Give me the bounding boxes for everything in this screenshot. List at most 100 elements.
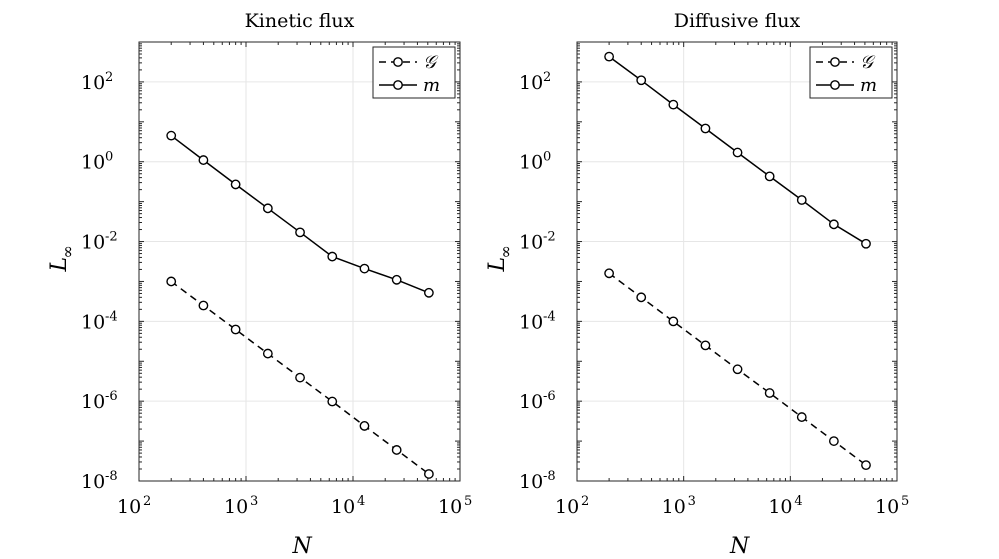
data-point-marker bbox=[423, 287, 434, 298]
data-point-marker bbox=[636, 292, 647, 303]
tick-marks bbox=[576, 42, 897, 482]
y-tick-label-exponent: -6 bbox=[543, 389, 556, 404]
legend-entry: 𝒢 bbox=[379, 52, 439, 73]
series-m bbox=[604, 51, 871, 249]
data-point-marker bbox=[198, 155, 209, 165]
legend-marker-sample bbox=[830, 57, 840, 67]
x-tick-label: 10 4 bbox=[331, 494, 365, 518]
data-point-marker bbox=[764, 171, 775, 182]
y-tick-label-exponent: -4 bbox=[543, 309, 556, 324]
y-axis-label: L ∞ bbox=[485, 245, 515, 272]
chart-panel-diffusive-flux: Diffusive flux L ∞ N 10 2 10 3 10 4 10 510 -810-… bbox=[485, 10, 909, 559]
data-point-marker bbox=[668, 316, 679, 327]
chart-title: Kinetic flux bbox=[245, 10, 355, 32]
legend: 𝒢m bbox=[372, 46, 456, 99]
x-tick-label: 10 2 bbox=[117, 494, 151, 518]
data-point-marker bbox=[636, 75, 647, 86]
y-tick-label-exponent: -6 bbox=[105, 389, 118, 404]
data-point-marker bbox=[230, 179, 241, 190]
y-tick-label-exponent: -2 bbox=[105, 230, 118, 245]
data-point-marker bbox=[732, 147, 743, 158]
data-point-marker bbox=[604, 268, 615, 279]
chart-title: Diffusive flux bbox=[674, 10, 801, 32]
grid bbox=[139, 42, 460, 481]
data-point-marker bbox=[230, 324, 241, 335]
x-tick-label: 10 3 bbox=[224, 494, 258, 518]
data-point-marker bbox=[796, 412, 807, 422]
y-tick-label-base: 10 bbox=[81, 391, 105, 413]
legend-marker-sample bbox=[393, 80, 403, 90]
legend-box bbox=[809, 46, 893, 99]
legend-label: 𝒢 bbox=[860, 52, 876, 73]
y-axis-label-subscript: ∞ bbox=[58, 245, 77, 258]
y-tick-label-base: 10 bbox=[81, 311, 105, 333]
data-point-marker bbox=[327, 396, 338, 407]
x-tick-label: 10 3 bbox=[662, 494, 696, 518]
legend-marker-sample bbox=[830, 80, 840, 90]
y-tick-label: 10 -4 bbox=[519, 309, 556, 333]
x-tick-label-base: 10 bbox=[875, 496, 899, 518]
y-tick-label-exponent: -2 bbox=[543, 230, 556, 245]
data-point-marker bbox=[295, 372, 305, 383]
data-point-marker bbox=[700, 123, 711, 134]
data-point-marker bbox=[295, 227, 305, 238]
x-tick-label-exponent: 3 bbox=[688, 494, 696, 509]
chart-panel-kinetic-flux: Kinetic flux L ∞ N 10 2 10 3 10 4 10 510 -810 -61… bbox=[47, 10, 472, 559]
legend-entry: m bbox=[379, 75, 440, 96]
x-tick-label: 10 2 bbox=[555, 494, 589, 518]
data-point-marker bbox=[764, 388, 775, 398]
y-axis-label-main: L bbox=[485, 257, 510, 273]
y-tick-label-base: 10 bbox=[81, 72, 105, 94]
x-tick-label: 10 5 bbox=[438, 494, 472, 518]
y-tick-label: 10 -6 bbox=[519, 389, 556, 413]
y-axis-label: L ∞ bbox=[47, 245, 77, 272]
y-tick-label: 10 2 bbox=[519, 70, 551, 94]
y-tick-label-base: 10 bbox=[519, 72, 543, 94]
y-tick-label-exponent: 2 bbox=[543, 70, 551, 85]
data-point-marker bbox=[828, 436, 839, 446]
x-tick-label-exponent: 5 bbox=[464, 494, 472, 509]
y-tick-label-base: 10 bbox=[519, 471, 543, 493]
legend-label: m bbox=[860, 75, 877, 96]
y-tick-label: 10 -4 bbox=[81, 309, 118, 333]
y-tick-label-exponent: -8 bbox=[543, 469, 556, 484]
legend: 𝒢m bbox=[809, 46, 893, 99]
y-tick-label-base: 10 bbox=[519, 152, 543, 174]
y-tick-label-exponent: 0 bbox=[543, 150, 551, 165]
y-tick-label: 10 -8 bbox=[519, 469, 556, 493]
y-tick-label: 10 0 bbox=[81, 150, 113, 174]
plot-area-frame bbox=[576, 41, 898, 482]
data-point-marker bbox=[359, 263, 370, 274]
y-tick-label-base: 10 bbox=[81, 471, 105, 493]
y-tick-label-base: 10 bbox=[81, 232, 105, 254]
legend-entry: m bbox=[816, 75, 877, 96]
data-point-marker bbox=[262, 348, 273, 359]
y-tick-label: 10 -2 bbox=[519, 230, 556, 254]
y-tick-label: 10 0 bbox=[519, 150, 551, 174]
data-point-marker bbox=[796, 195, 807, 205]
data-point-marker bbox=[262, 203, 273, 214]
x-tick-label-exponent: 5 bbox=[901, 494, 909, 509]
data-point-marker bbox=[391, 445, 402, 455]
grid bbox=[577, 42, 897, 481]
y-tick-label-exponent: 2 bbox=[105, 70, 113, 85]
y-tick-label-base: 10 bbox=[81, 152, 105, 174]
data-point-marker bbox=[166, 276, 177, 287]
x-tick-label-base: 10 bbox=[331, 496, 355, 518]
x-axis-label: N bbox=[292, 534, 313, 559]
data-point-marker bbox=[828, 219, 839, 230]
y-tick-label-base: 10 bbox=[519, 232, 543, 254]
y-tick-label: 10 -6 bbox=[81, 389, 118, 413]
y-tick-label-exponent: -4 bbox=[105, 309, 118, 324]
x-tick-label-exponent: 2 bbox=[143, 494, 151, 509]
legend-label: 𝒢 bbox=[423, 52, 439, 73]
x-tick-label-base: 10 bbox=[224, 496, 248, 518]
y-tick-label-base: 10 bbox=[519, 391, 543, 413]
data-point-marker bbox=[423, 469, 434, 479]
plot-area-frame bbox=[138, 41, 461, 482]
y-tick-label-exponent: -8 bbox=[105, 469, 118, 484]
data-point-marker bbox=[166, 130, 177, 141]
x-tick-label-exponent: 4 bbox=[794, 494, 802, 509]
legend-box bbox=[372, 46, 456, 99]
data-point-marker bbox=[732, 364, 743, 375]
